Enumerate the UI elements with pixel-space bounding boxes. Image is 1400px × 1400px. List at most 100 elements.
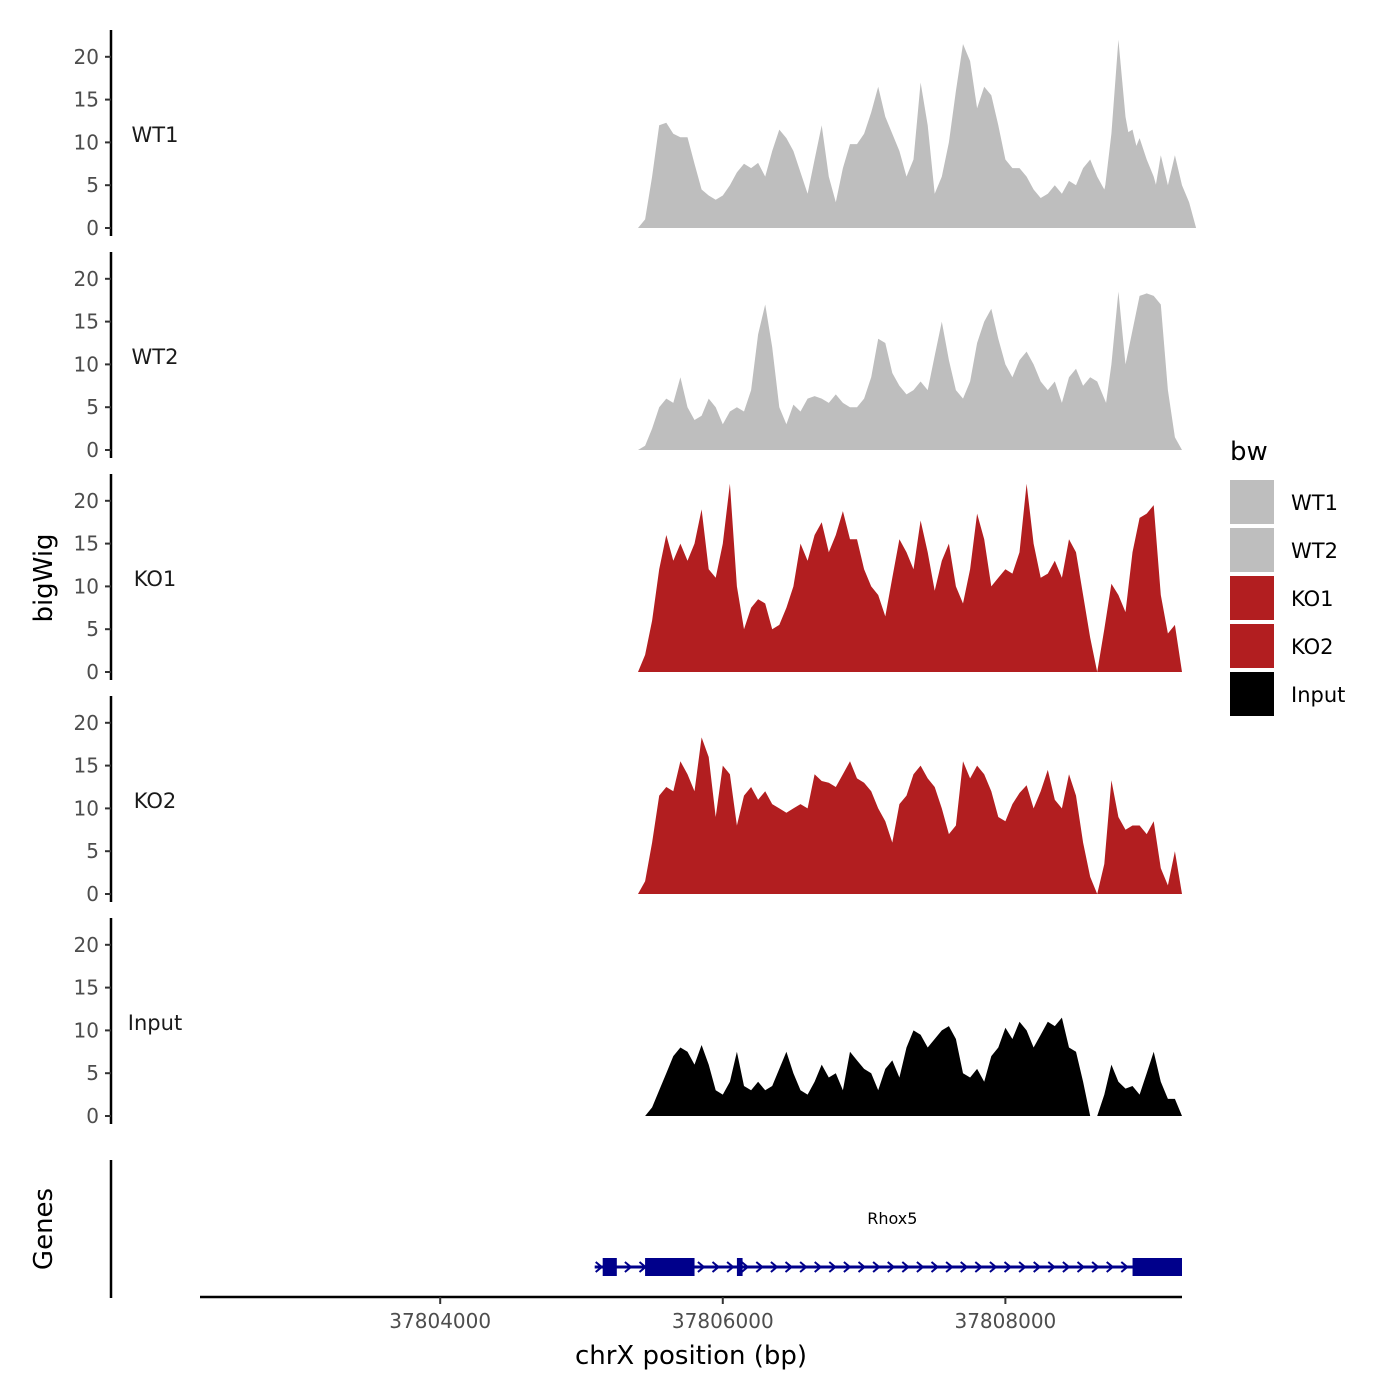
track-label-wt2: WT2 [132, 345, 179, 369]
strand-arrow [872, 1261, 881, 1273]
legend-label-wt1: WT1 [1291, 491, 1338, 515]
exon-2 [645, 1258, 695, 1276]
y-axis-title: bigWig [29, 533, 59, 622]
strand-arrow [1047, 1261, 1056, 1273]
y-tick-label: 10 [74, 796, 99, 820]
strand-arrow [1091, 1261, 1100, 1273]
y-tick-label: 5 [86, 617, 99, 641]
y-tick-label: 5 [86, 1061, 99, 1085]
signal-area-ko1-1 [1097, 505, 1182, 672]
strand-arrow [960, 1261, 969, 1273]
x-axis-title: chrX position (bp) [575, 1341, 807, 1371]
legend-swatch-ko2 [1230, 624, 1274, 668]
strand-arrow [945, 1261, 954, 1273]
strand-arrow [1120, 1261, 1129, 1273]
legend-label-ko2: KO2 [1291, 635, 1334, 659]
y-tick-label: 20 [74, 45, 99, 69]
strand-arrow [1062, 1261, 1071, 1273]
gene-name-label: Rhox5 [867, 1209, 917, 1228]
strand-arrow [989, 1261, 998, 1273]
x-tick-label: 37806000 [672, 1309, 774, 1333]
signal-area-wt1-1 [1097, 39, 1182, 229]
signal-area-input-0 [645, 1017, 1091, 1116]
signal-area-ko2-1 [1097, 780, 1182, 894]
exon-3 [736, 1258, 743, 1276]
y-tick-label: 20 [74, 711, 99, 735]
strand-arrow [711, 1261, 721, 1273]
signal-area-ko1-0 [638, 483, 1098, 672]
legend: bw WT1 WT2 KO1 KO2 Input [1230, 437, 1345, 716]
y-tick-label: 15 [74, 88, 99, 112]
strand-arrow [755, 1261, 764, 1273]
y-tick-label: 15 [74, 310, 99, 334]
y-tick-label: 20 [74, 267, 99, 291]
strand-arrow [1003, 1261, 1013, 1273]
strand-arrow [726, 1261, 735, 1273]
gene-track: Rhox5 [109, 1160, 1182, 1298]
strand-arrow [784, 1261, 794, 1273]
y-tick-label: 15 [74, 754, 99, 778]
y-tick-label: 0 [86, 1104, 99, 1128]
strand-arrow [814, 1261, 823, 1273]
signal-area-ko2-0 [638, 737, 1098, 894]
legend-swatch-input [1230, 672, 1274, 716]
signal-area-input-1 [1097, 1051, 1182, 1116]
x-axis: 37804000 37806000 37808000 [200, 1295, 1182, 1333]
y-tick-label: 5 [86, 839, 99, 863]
strand-arrow [1076, 1261, 1086, 1273]
strand-arrow [843, 1261, 852, 1273]
y-tick-label: 10 [74, 352, 99, 376]
legend-swatch-wt2 [1230, 528, 1274, 572]
signal-area-wt1-0 [638, 44, 1197, 228]
strand-arrow [697, 1261, 706, 1273]
x-tick-label: 37804000 [389, 1309, 491, 1333]
strand-arrow [595, 1261, 604, 1273]
legend-label-wt2: WT2 [1291, 539, 1338, 563]
y-tick-label: 20 [74, 933, 99, 957]
track-wt2: 0 5 10 15 20 WT2 [74, 252, 1182, 462]
y-tick-label: 20 [74, 489, 99, 513]
y-tick-label: 10 [74, 574, 99, 598]
bigwig-tracks: 0 5 10 15 20 WT1 0 5 10 15 20 WT2 0 5 10 15 20 KO1 0 5 10 15 2… [74, 30, 1197, 1128]
track-label-wt1: WT1 [132, 123, 179, 147]
legend-label-ko1: KO1 [1291, 587, 1334, 611]
y-tick-label: 0 [86, 660, 99, 684]
track-input: 0 5 10 15 20 Input [74, 918, 1182, 1128]
x-tick-label: 37808000 [954, 1309, 1056, 1333]
strand-arrow [857, 1261, 867, 1273]
track-ko2: 0 5 10 15 20 KO2 [74, 696, 1182, 906]
strand-arrow [799, 1261, 808, 1273]
y-tick-label: 10 [74, 130, 99, 154]
signal-area-wt2-0 [638, 304, 1126, 450]
legend-swatch-ko1 [1230, 576, 1274, 620]
y-tick-label: 5 [86, 395, 99, 419]
strand-arrow [624, 1261, 633, 1273]
signal-area-wt2-1 [1097, 291, 1182, 450]
legend-title: bw [1230, 437, 1268, 467]
strand-arrow [930, 1261, 940, 1273]
y-tick-label: 0 [86, 216, 99, 240]
strand-arrow [828, 1261, 837, 1273]
track-label-ko2: KO2 [134, 789, 177, 813]
strand-arrow [1106, 1261, 1115, 1273]
y-tick-label: 15 [74, 532, 99, 556]
y-tick-label: 0 [86, 438, 99, 462]
y-tick-label: 0 [86, 882, 99, 906]
legend-swatch-wt1 [1230, 480, 1274, 524]
strand-arrow [974, 1261, 983, 1273]
strand-arrow [770, 1261, 779, 1273]
track-ko1: 0 5 10 15 20 KO1 [74, 474, 1182, 684]
strand-arrow [916, 1261, 925, 1273]
genes-axis-title: Genes [29, 1188, 59, 1270]
track-label-ko1: KO1 [134, 567, 177, 591]
track-wt1: 0 5 10 15 20 WT1 [74, 30, 1197, 240]
y-tick-label: 10 [74, 1018, 99, 1042]
y-tick-label: 5 [86, 173, 99, 197]
exon-4 [1132, 1258, 1182, 1276]
strand-arrow [901, 1261, 910, 1273]
y-tick-label: 15 [74, 976, 99, 1000]
strand-arrow [1018, 1261, 1027, 1273]
strand-arrow [1033, 1261, 1042, 1273]
legend-label-input: Input [1291, 683, 1345, 707]
